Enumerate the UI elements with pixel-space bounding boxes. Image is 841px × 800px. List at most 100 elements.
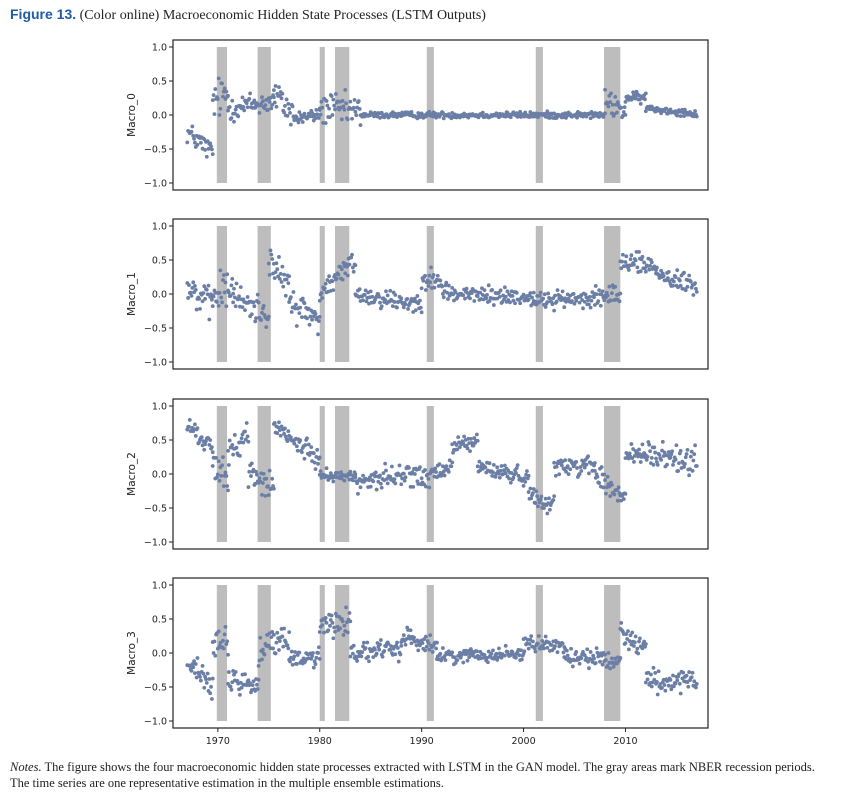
data-point	[218, 106, 223, 111]
data-point	[358, 123, 363, 127]
data-point	[536, 641, 540, 646]
data-point	[609, 298, 613, 303]
data-point	[211, 294, 216, 299]
data-point	[671, 283, 675, 288]
data-point	[191, 133, 196, 138]
data-point	[351, 269, 356, 274]
data-point	[281, 284, 286, 289]
data-point	[251, 300, 256, 305]
data-point	[210, 676, 215, 681]
data-point	[423, 273, 427, 278]
data-point	[274, 104, 279, 109]
data-point	[597, 288, 602, 293]
data-point	[215, 300, 219, 304]
data-point	[461, 293, 466, 298]
data-point	[231, 291, 236, 296]
data-point	[683, 107, 687, 112]
data-point	[355, 481, 360, 486]
data-point	[649, 672, 653, 677]
data-point	[418, 305, 423, 310]
data-point	[643, 642, 648, 646]
data-point	[594, 646, 599, 651]
data-point	[395, 646, 400, 650]
data-point	[495, 465, 500, 470]
data-point	[275, 630, 280, 635]
data-point	[416, 301, 421, 306]
data-point	[626, 629, 630, 634]
data-point	[208, 691, 213, 696]
data-point	[232, 119, 236, 124]
data-point	[274, 261, 279, 266]
data-point	[689, 675, 694, 680]
data-point	[486, 283, 491, 288]
data-point	[390, 464, 394, 469]
data-point	[665, 462, 669, 467]
data-point	[539, 494, 544, 499]
data-point	[260, 95, 264, 100]
data-point	[209, 147, 214, 152]
data-point	[632, 640, 637, 645]
data-point	[426, 641, 431, 646]
data-point	[216, 459, 221, 464]
data-point	[468, 296, 472, 301]
data-point	[643, 109, 648, 114]
data-point	[242, 108, 247, 113]
data-point	[469, 291, 474, 296]
data-point	[640, 442, 645, 447]
data-point	[322, 630, 326, 635]
data-point	[323, 281, 328, 286]
data-point	[491, 648, 495, 653]
data-point	[603, 87, 607, 92]
recession-band	[426, 585, 434, 721]
data-point	[329, 94, 334, 98]
data-point	[267, 468, 272, 473]
data-point	[403, 642, 408, 647]
data-point	[347, 611, 352, 615]
data-point	[228, 684, 233, 689]
data-point	[489, 651, 494, 656]
recession-band	[335, 226, 350, 362]
data-point	[510, 293, 515, 298]
data-point	[505, 289, 510, 294]
data-point	[621, 110, 626, 114]
data-point	[419, 286, 424, 291]
data-point	[466, 115, 471, 120]
data-point	[444, 280, 449, 285]
data-point	[677, 672, 681, 677]
data-point	[359, 654, 364, 659]
data-point	[654, 680, 659, 684]
data-point	[353, 475, 358, 480]
data-point	[401, 305, 406, 310]
y-axis-label: Macro_0	[126, 93, 138, 137]
data-point	[673, 681, 678, 686]
data-point	[675, 268, 680, 273]
data-point	[213, 87, 218, 91]
data-point	[366, 654, 371, 659]
data-point	[683, 288, 688, 293]
data-point	[316, 116, 321, 120]
panel-macro-0: 1.0 0.5 0.0 −0.5 −1.0 Macro_0	[126, 39, 709, 191]
data-point	[578, 465, 583, 470]
data-point	[626, 268, 631, 272]
data-point	[311, 665, 316, 670]
data-point	[431, 272, 436, 277]
data-point	[287, 106, 292, 111]
data-point	[240, 305, 245, 310]
data-point	[682, 465, 686, 469]
data-point	[403, 302, 408, 307]
data-point	[222, 290, 227, 295]
data-point	[200, 299, 205, 304]
data-point	[419, 310, 424, 315]
recession-band	[319, 585, 325, 721]
data-point	[212, 639, 217, 644]
data-point	[531, 487, 536, 491]
data-point	[497, 475, 502, 480]
data-point	[353, 472, 358, 477]
y-axis-label: Macro_2	[126, 452, 138, 496]
data-point	[330, 620, 335, 625]
data-point	[553, 644, 557, 649]
data-point	[210, 152, 215, 157]
data-point	[587, 295, 592, 299]
data-point	[618, 291, 623, 296]
data-point	[345, 264, 349, 269]
